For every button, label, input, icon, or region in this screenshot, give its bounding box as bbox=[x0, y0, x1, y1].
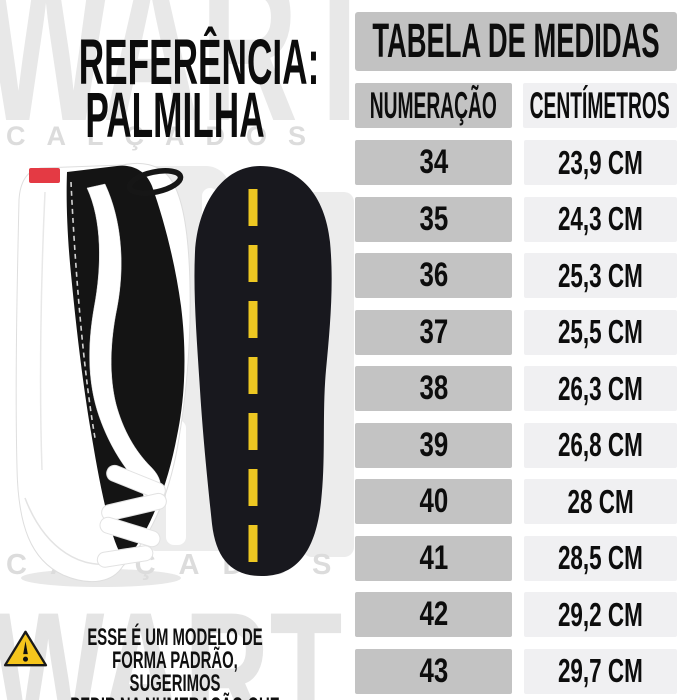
reference-title-line1: REFERÊNCIA: bbox=[78, 26, 320, 98]
sole-seam bbox=[39, 191, 46, 471]
sneaker-stitching bbox=[70, 181, 96, 439]
cm-cell: 24,3 CM bbox=[524, 196, 677, 242]
size-cell: 38 bbox=[355, 366, 512, 411]
brand-watermark-top: WART bbox=[0, 0, 381, 166]
table-row: 39 26,8 CM bbox=[355, 422, 677, 468]
heel-loop bbox=[126, 168, 184, 196]
cm-cell: 29,2 CM bbox=[524, 592, 677, 637]
table-row: 35 24,3 CM bbox=[355, 196, 677, 242]
cm-cell: 26,3 CM bbox=[524, 366, 677, 411]
cm-cell: 25,5 CM bbox=[524, 309, 677, 355]
table-row: 41 28,5 CM bbox=[355, 535, 677, 581]
table-row: 37 25,5 CM bbox=[355, 309, 677, 355]
sneaker-photo bbox=[15, 162, 191, 587]
size-cell: 37 bbox=[355, 309, 512, 355]
insole-silhouette bbox=[194, 166, 332, 577]
table-title: TABELA DE MEDIDAS bbox=[372, 15, 660, 68]
size-cell: 43 bbox=[355, 648, 512, 694]
size-cell: 34 bbox=[355, 140, 512, 185]
cm-cell: 28 CM bbox=[524, 479, 677, 524]
disclaimer-line2: PEDIR NA NUMERAÇÃO QUE ESTÁ HABITUADO A … bbox=[67, 695, 284, 700]
sneaker-laces bbox=[96, 464, 167, 568]
cm-cell: 25,3 CM bbox=[524, 253, 677, 298]
brand-watermark-bottom: WART bbox=[0, 577, 343, 700]
table-row: 43 29,7 CM bbox=[355, 648, 677, 694]
size-cell: 41 bbox=[355, 535, 512, 581]
sneaker-upper bbox=[66, 165, 185, 562]
insole-graphic bbox=[194, 166, 332, 577]
table-row: 40 28 CM bbox=[355, 479, 677, 524]
brand-watermark-calcados-top: CALÇADOS bbox=[6, 121, 327, 151]
reference-title-line2: PALMILHA bbox=[85, 79, 265, 151]
table-title-bar: TABELA DE MEDIDAS bbox=[355, 12, 677, 71]
cm-cell: 23,9 CM bbox=[524, 140, 677, 185]
table-row: 36 25,3 CM bbox=[355, 253, 677, 298]
table-row: 42 29,2 CM bbox=[355, 592, 677, 637]
size-cell: 39 bbox=[355, 422, 512, 468]
size-table-rows: 34 23,9 CM 35 24,3 CM 36 25,3 CM 37 25,5… bbox=[355, 140, 677, 694]
column-header-centimetros: CENTÍMETROS bbox=[523, 83, 677, 128]
reference-title: REFERÊNCIA: PALMILHA bbox=[78, 26, 320, 151]
disclaimer-line1: ESSE É UM MODELO DE FORMA PADRÃO, SUGERI… bbox=[87, 624, 263, 697]
table-row: 34 23,9 CM bbox=[355, 140, 677, 185]
red-heel-tag bbox=[29, 168, 60, 183]
size-cell: 40 bbox=[355, 479, 512, 524]
size-cell: 35 bbox=[355, 196, 512, 242]
cm-cell: 29,7 CM bbox=[524, 648, 677, 694]
column-header-numeracao: NUMERAÇÃO bbox=[355, 83, 512, 128]
size-cell: 42 bbox=[355, 592, 512, 637]
disclaimer-note: ESSE É UM MODELO DE FORMA PADRÃO, SUGERI… bbox=[67, 626, 284, 700]
size-cell: 36 bbox=[355, 253, 512, 298]
cm-cell: 26,8 CM bbox=[524, 422, 677, 468]
cm-cell: 28,5 CM bbox=[524, 535, 677, 581]
warning-triangle-icon bbox=[3, 630, 48, 667]
table-row: 38 26,3 CM bbox=[355, 366, 677, 411]
